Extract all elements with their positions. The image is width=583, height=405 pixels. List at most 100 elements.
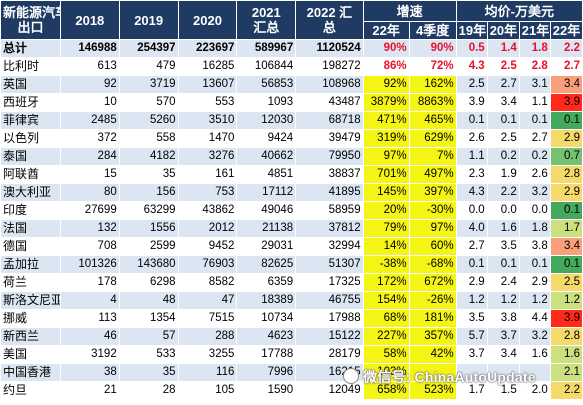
cell-gq4: 497% <box>408 165 457 184</box>
cell-p19 <box>455 363 488 382</box>
cell-p22: 3.9 <box>549 309 583 328</box>
cell-y2018: 284 <box>59 147 120 166</box>
cell-p20: 0.2 <box>486 147 520 166</box>
header-price-19: 19年 <box>455 21 488 40</box>
cell-g22: 79% <box>362 219 410 238</box>
cell-y2020: 8582 <box>177 273 238 292</box>
cell-y2021: 4623 <box>236 327 297 346</box>
cell-g22: 86% <box>362 57 410 76</box>
cell-y2021: 1590 <box>236 381 297 400</box>
cell-name: 比利时 <box>0 57 61 76</box>
table-row: 以色列 372 558 1470 9424 39479 319% 629% 2.6 2.5 2.7 2… <box>0 129 583 148</box>
table-row: 西班牙 10 570 553 1093 43487 3879% 8863% 3.9 3.4 1.1 3… <box>0 93 583 112</box>
cell-g22: 20% <box>362 201 410 220</box>
cell-g22: 172% <box>362 273 410 292</box>
cell-p19: 2.9 <box>455 273 488 292</box>
cell-y2019: 254397 <box>118 39 179 58</box>
cell-y2021: 1093 <box>236 93 297 112</box>
cell-y2022: 12049 <box>295 381 364 400</box>
cell-g22: 227% <box>362 327 410 346</box>
cell-g22: 90% <box>362 39 410 58</box>
cell-p21: 2.0 <box>518 381 551 400</box>
cell-y2018: 4 <box>59 291 120 310</box>
cell-p22: 2.2 <box>549 39 583 58</box>
cell-p21: 3.2 <box>518 183 551 202</box>
cell-y2019: 28 <box>118 381 179 400</box>
cell-name: 菲律宾 <box>0 111 61 130</box>
cell-y2021: 17112 <box>236 183 297 202</box>
cell-y2022: 51307 <box>295 255 364 274</box>
cell-y2020: 553 <box>177 93 238 112</box>
cell-y2019: 3719 <box>118 75 179 94</box>
cell-g22: 154% <box>362 291 410 310</box>
header-row-2: 22年 4季度 19年 20年 21年 22年 <box>1 21 583 40</box>
cell-p20: 0.1 <box>486 111 520 130</box>
cell-g22: 319% <box>362 129 410 148</box>
cell-y2019: 5260 <box>118 111 179 130</box>
cell-gq4: 162% <box>408 75 457 94</box>
cell-g22: 97% <box>362 147 410 166</box>
cell-p19: 2.5 <box>455 75 488 94</box>
cell-y2018: 15 <box>59 165 120 184</box>
cell-p22: 3.4 <box>549 237 583 256</box>
cell-y2018: 101326 <box>59 255 120 274</box>
cell-name: 中国香港 <box>0 363 61 382</box>
cell-y2020: 3255 <box>177 345 238 364</box>
header-country: 新能源汽车出口 <box>0 0 61 40</box>
cell-gq4: 60% <box>408 237 457 256</box>
cell-y2019: 57 <box>118 327 179 346</box>
cell-y2022: 15122 <box>295 327 364 346</box>
cell-p20: 0.1 <box>486 255 520 274</box>
cell-y2018: 113 <box>59 309 120 328</box>
header-growth-q4: 4季度 <box>408 21 457 40</box>
cell-name: 德国 <box>0 237 61 256</box>
cell-name: 澳大利亚 <box>0 183 61 202</box>
cell-gq4: 629% <box>408 129 457 148</box>
cell-gq4: 97% <box>408 219 457 238</box>
cell-p21: 3.8 <box>518 237 551 256</box>
cell-g22: 58% <box>362 345 410 364</box>
cell-p19: 3.9 <box>455 93 488 112</box>
cell-y2020: 3510 <box>177 111 238 130</box>
cell-y2021: 49046 <box>236 201 297 220</box>
cell-name: 约旦 <box>0 381 61 400</box>
cell-y2020: 116 <box>177 363 238 382</box>
table-row: 英国 92 3719 13607 56853 108968 92% 162% 2.5 2.7 3.1… <box>0 75 583 94</box>
cell-name: 法国 <box>0 219 61 238</box>
cell-p22: 3.9 <box>549 93 583 112</box>
cell-p22: 0.1 <box>549 255 583 274</box>
cell-p21: 1.8 <box>518 219 551 238</box>
cell-p20: 1.2 <box>486 291 520 310</box>
cell-p19: 2.6 <box>455 129 488 148</box>
cell-y2018: 80 <box>59 183 120 202</box>
cell-y2022: 17325 <box>295 273 364 292</box>
cell-p20: 1.5 <box>486 381 520 400</box>
cell-y2018: 46 <box>59 327 120 346</box>
cell-y2020: 2012 <box>177 219 238 238</box>
table-row: 澳大利亚 80 156 753 17112 41895 145% 397% 4.3 2.2 3.2 2… <box>0 183 583 202</box>
cell-y2020: 3276 <box>177 147 238 166</box>
cell-y2019: 156 <box>118 183 179 202</box>
cell-gq4: -30% <box>408 201 457 220</box>
cell-y2020: 105 <box>177 381 238 400</box>
cell-p22: 2.9 <box>549 183 583 202</box>
cell-y2020: 47 <box>177 291 238 310</box>
cell-y2020: 753 <box>177 183 238 202</box>
cell-name: 以色列 <box>0 129 61 148</box>
cell-p20: 3.8 <box>486 309 520 328</box>
cell-p21: 1.6 <box>518 345 551 364</box>
cell-g22: 103% <box>362 363 410 382</box>
table-row: 菲律宾 2485 5260 3510 12030 68718 471% 465% 0.1 0.1 0… <box>0 111 583 130</box>
cell-y2022: 32994 <box>295 237 364 256</box>
cell-y2021: 18389 <box>236 291 297 310</box>
cell-p22: 2.5 <box>549 273 583 292</box>
cell-name: 斯洛文尼亚 <box>0 291 61 310</box>
cell-p22: 0.7 <box>549 147 583 166</box>
cell-p21: 0.0 <box>518 201 551 220</box>
cell-y2019: 1556 <box>118 219 179 238</box>
cell-y2019: 35 <box>118 165 179 184</box>
cell-p21: 3.1 <box>518 75 551 94</box>
cell-gq4: -26% <box>408 291 457 310</box>
cell-name: 荷兰 <box>0 273 61 292</box>
cell-y2018: 21 <box>59 381 120 400</box>
